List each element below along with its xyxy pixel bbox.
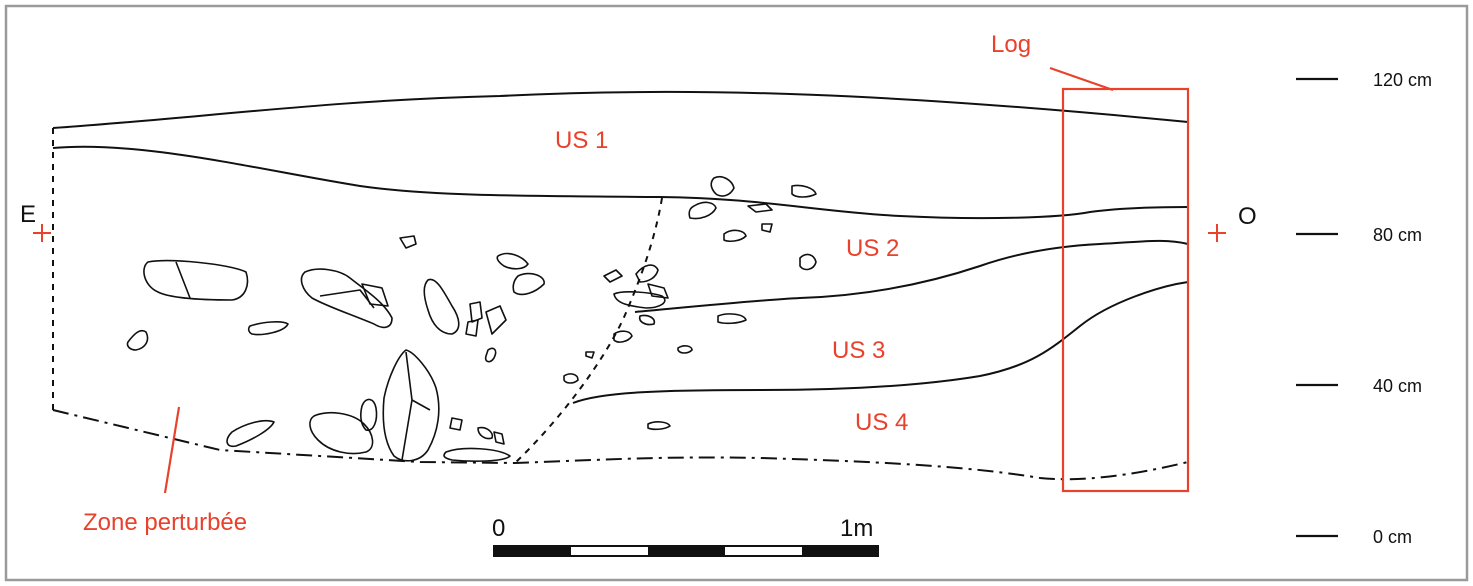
stone — [603, 269, 623, 283]
scale-bar-end-label: 1m — [840, 515, 873, 542]
disturbed-zone-boundary — [514, 197, 663, 464]
stone — [401, 351, 431, 461]
stone — [126, 329, 149, 351]
stone — [613, 291, 666, 309]
stone — [465, 319, 479, 337]
stone — [512, 272, 545, 296]
stone — [247, 321, 289, 336]
unit-label-us3: US 3 — [832, 337, 885, 364]
stone — [613, 330, 633, 343]
stone — [226, 419, 275, 448]
stone — [723, 229, 747, 242]
top-surface-line — [52, 90, 1189, 129]
us2-us3-boundary — [634, 239, 1189, 313]
depth-scale: 120 cm 80 cm 40 cm 0 cm — [1296, 70, 1432, 547]
log-annotation: Log — [991, 31, 1190, 493]
west-marker: O — [1208, 203, 1257, 242]
scale-bar-segment — [648, 546, 725, 556]
stone — [638, 314, 656, 326]
unit-label-us4: US 4 — [855, 409, 908, 436]
east-marker: E — [20, 201, 51, 242]
stone — [747, 203, 773, 213]
stone — [423, 278, 460, 335]
stone — [585, 351, 595, 359]
stone — [710, 175, 735, 197]
stone — [761, 223, 773, 233]
us1-us2-boundary — [52, 145, 1189, 220]
log-label: Log — [991, 31, 1031, 58]
unit-label-us1: US 1 — [555, 127, 608, 154]
stone — [477, 426, 494, 440]
stone — [360, 398, 378, 431]
log-leader-line — [1049, 66, 1114, 92]
stone — [361, 283, 389, 307]
stone — [300, 268, 393, 329]
stone — [399, 235, 417, 249]
depth-tick-label: 0 cm — [1373, 527, 1412, 547]
stone — [635, 264, 659, 283]
stone — [717, 313, 747, 325]
west-cross-icon — [1208, 224, 1226, 242]
scale-bar: 0 1m — [492, 515, 879, 557]
stone — [443, 447, 511, 462]
depth-tick-label: 40 cm — [1373, 376, 1422, 396]
east-cross-icon — [33, 224, 51, 242]
stone — [647, 421, 671, 431]
unit-label-us2: US 2 — [846, 235, 899, 262]
stone — [309, 411, 374, 455]
scale-bar-segment — [802, 546, 878, 556]
stone — [484, 347, 497, 363]
scale-bar-start-label: 0 — [492, 515, 505, 542]
stone — [647, 283, 669, 299]
stone — [143, 259, 249, 301]
us3-us4-boundary — [572, 281, 1189, 404]
east-label: E — [20, 201, 36, 228]
depth-tick-label: 120 cm — [1373, 70, 1432, 90]
zone-label: Zone perturbée — [83, 509, 247, 536]
figure-frame — [4, 4, 1469, 582]
stone — [688, 201, 717, 220]
stone — [677, 345, 693, 354]
stone — [799, 253, 817, 271]
stone — [382, 349, 440, 462]
depth-tick-label: 80 cm — [1373, 225, 1422, 245]
scale-bar-segment — [494, 546, 571, 556]
stone — [791, 184, 817, 198]
stones — [126, 175, 817, 462]
stone — [493, 431, 505, 445]
zone-leader-line — [163, 406, 181, 494]
stone — [175, 261, 191, 299]
log-box — [1061, 87, 1190, 493]
stone — [563, 373, 579, 384]
stone — [485, 305, 507, 335]
base-line — [52, 409, 1189, 481]
unit-labels: US 1 US 2 US 3 US 4 — [555, 127, 908, 436]
west-label: O — [1238, 203, 1257, 230]
stone — [469, 301, 483, 323]
disturbed-zone-annotation: Zone perturbée — [83, 406, 247, 536]
stone — [496, 252, 529, 270]
stone — [449, 417, 463, 431]
